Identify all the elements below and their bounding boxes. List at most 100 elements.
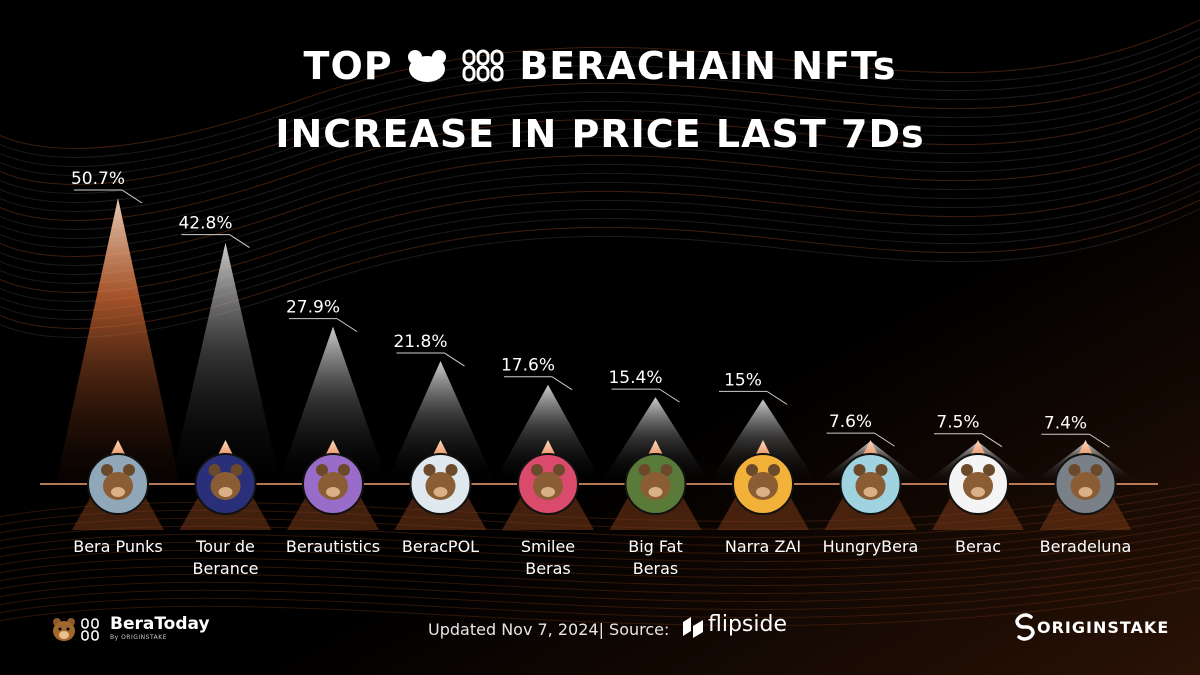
icon-bear-ear (768, 464, 780, 476)
category-label: Beras (633, 559, 679, 578)
icon-bear-face (103, 472, 133, 500)
value-label-leader (981, 433, 1003, 448)
icon-bear-ear (208, 464, 221, 476)
background-wave-line (0, 587, 1200, 626)
flipside-logo-icon (683, 617, 703, 638)
icon-bear-ear (1068, 464, 1081, 476)
category-label: Tour de (195, 537, 255, 556)
icon-bear-ear (230, 464, 243, 476)
icon-bear-snout (1078, 487, 1093, 497)
value-label: 27.9% (286, 298, 340, 318)
category-label: HungryBera (823, 537, 919, 556)
background-wave-line (0, 547, 1200, 586)
background-wave-line (0, 208, 1200, 338)
background-wave-line (0, 55, 1200, 185)
background-wave-line (0, 163, 1200, 293)
category-label: Berautistics (286, 537, 380, 556)
bar-peak (385, 361, 496, 484)
icon-bear-snout (863, 487, 878, 497)
background-wave-line (0, 563, 1200, 602)
originstake-logo-icon (1015, 613, 1035, 641)
icon-bear-ear (875, 464, 888, 476)
background-wave-line (0, 82, 1200, 212)
beratoday-brand: BeraToday (110, 614, 210, 634)
icon-bear-face (855, 472, 886, 500)
background-wave-line (0, 46, 1200, 176)
value-label-leader (766, 390, 788, 405)
value-label: 15% (724, 370, 762, 390)
icon-bear-ear (660, 464, 673, 476)
background-wave-line (0, 154, 1200, 284)
icon-bear-ear (983, 464, 995, 476)
bar-peak (278, 326, 388, 484)
background-wave-line (0, 91, 1200, 221)
bar-peak (170, 242, 281, 484)
icon-bear-snout (971, 487, 985, 497)
value-label: 7.4% (1044, 413, 1087, 433)
category-label: Big Fat (628, 537, 682, 556)
category-label: Berac (955, 537, 1001, 556)
background-wave-line (0, 127, 1200, 257)
category-label: Beras (525, 559, 571, 578)
icon-bear-ear (746, 464, 758, 476)
icon-bear-ear (338, 464, 350, 476)
bear-head-icon (407, 50, 446, 82)
background-wave-line (0, 571, 1200, 610)
icon-bear-face (425, 472, 456, 500)
icon-bear-snout (433, 487, 448, 497)
icon-bear-face (210, 472, 241, 500)
chart-title-line-1: TOP BERACHAIN NFTs (0, 44, 1200, 88)
chart-title-line-2: INCREASE IN PRICE LAST 7Ds (275, 112, 925, 156)
icon-bear-ear (1090, 464, 1103, 476)
value-label: 42.8% (178, 214, 232, 234)
background-wave-line (0, 28, 1200, 158)
background-wave-line (0, 19, 1200, 149)
originstake-brand: ORIGINSTAKE (1037, 618, 1170, 637)
icon-bear-ear (531, 464, 543, 476)
icon-bear-ear (316, 464, 328, 476)
icon-bear-ear (123, 464, 135, 476)
icon-bear-face (1070, 472, 1101, 500)
category-label: Bera Punks (73, 537, 163, 556)
background-wave-line (0, 100, 1200, 230)
value-label-leader (229, 234, 250, 248)
background-wave-line (0, 172, 1200, 302)
category-label: Narra ZAI (725, 537, 801, 556)
chain-links-icon (462, 49, 504, 82)
icon-bear-face (533, 472, 563, 500)
category-label: Smilee (521, 537, 575, 556)
background-wave-line (0, 73, 1200, 203)
title-berachain-nfts: BERACHAIN NFTs (519, 44, 897, 88)
background-wave-line (0, 531, 1200, 570)
icon-bear-snout (326, 487, 340, 497)
value-label: 21.8% (393, 332, 447, 352)
icon-bear-ear (961, 464, 973, 476)
background-wave-line (0, 190, 1200, 320)
value-label-leader (659, 388, 680, 403)
icon-bear-face (318, 472, 348, 500)
background-wave-line (0, 199, 1200, 329)
background-wave-line (0, 109, 1200, 239)
title-top-word: TOP (303, 44, 393, 88)
icon-bear-snout (648, 487, 663, 497)
value-label: 7.5% (936, 413, 979, 433)
background-wave-line (0, 579, 1200, 618)
icon-bear-snout (111, 487, 125, 497)
value-label: 17.6% (501, 356, 555, 376)
beratoday-logo-icon (53, 618, 99, 641)
background-wave-line (0, 37, 1200, 167)
value-label-leader (874, 432, 895, 447)
background-wave-line (0, 515, 1200, 554)
icon-bear-snout (541, 487, 555, 497)
value-label-leader (336, 318, 358, 333)
icon-bear-ear (553, 464, 565, 476)
icon-bear-snout (756, 487, 770, 497)
background-wave-line (0, 181, 1200, 311)
value-label-leader (1089, 433, 1110, 448)
icon-bear-face (748, 472, 778, 500)
icon-bear-ear (853, 464, 866, 476)
background-wave-line (0, 118, 1200, 248)
category-label: Berance (193, 559, 259, 578)
